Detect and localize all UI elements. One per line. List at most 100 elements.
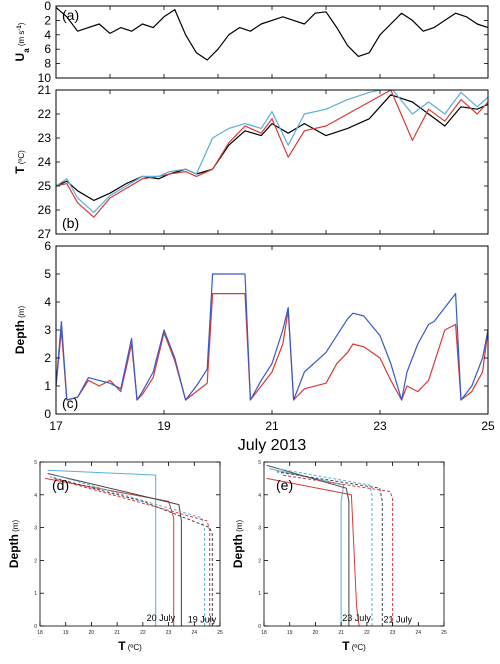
y-axis-label-main: Depth bbox=[231, 534, 245, 568]
y-tick-label: 3 bbox=[44, 323, 51, 337]
x-tick-label: 25 bbox=[441, 630, 447, 636]
series-line-d-2 bbox=[47, 473, 182, 626]
y-tick-label: 3 bbox=[34, 526, 37, 532]
panel-label-e: (e) bbox=[276, 477, 293, 493]
date-annotation: 21 July bbox=[383, 614, 412, 624]
x-tick-label: 20 bbox=[89, 630, 95, 636]
y-tick-label: 5 bbox=[258, 460, 261, 466]
x-tick-label: 23 bbox=[373, 419, 387, 433]
y-axis-label-main: Depth bbox=[7, 534, 21, 568]
date-annotation: 23 July bbox=[342, 613, 371, 623]
x-tick-label: 21 bbox=[265, 419, 279, 433]
y-tick-label: 10 bbox=[38, 71, 52, 85]
x-tick-label: 19 bbox=[157, 419, 171, 433]
y-axis-label-unit: (ºC) bbox=[17, 150, 26, 167]
x-tick-label: 22 bbox=[364, 630, 370, 636]
x-tick-label: 22 bbox=[140, 630, 146, 636]
y-axis-label-b: T (ºC) bbox=[13, 150, 27, 174]
y-tick-label: 4 bbox=[34, 493, 37, 499]
series-line-e-3 bbox=[276, 471, 383, 626]
y-axis-label-unit: (m) bbox=[17, 306, 26, 321]
y-axis-label-main: U bbox=[13, 53, 27, 62]
y-tick-label: 0 bbox=[44, 407, 51, 421]
y-tick-label: 21 bbox=[38, 83, 52, 97]
y-tick-label: 6 bbox=[44, 42, 51, 56]
panel-b: 21 22 23 24 25 26 27 (b) T (ºC) bbox=[13, 83, 489, 241]
x-tick-label: 23 bbox=[166, 630, 172, 636]
panel-label-d: (d) bbox=[52, 477, 69, 493]
y-axis-label-close: ) bbox=[17, 22, 26, 25]
y-tick-label: 23 bbox=[38, 131, 52, 145]
x-tick-label: 21 bbox=[114, 630, 120, 636]
x-axis-title: July 2013 bbox=[238, 437, 307, 454]
y-axis-label-sub: a bbox=[22, 48, 31, 53]
x-tick-label: 23 bbox=[390, 630, 396, 636]
y-tick-label: 2 bbox=[44, 351, 51, 365]
x-axis-label-d: T (ºC) bbox=[118, 639, 142, 653]
x-tick-label: 24 bbox=[192, 630, 198, 636]
y-tick-label: 26 bbox=[38, 203, 52, 217]
date-annotation: 19 July bbox=[188, 614, 217, 624]
y-axis-label-a: Ua (m s-1) bbox=[13, 22, 31, 61]
y-tick-label: 6 bbox=[44, 239, 51, 253]
y-axis-label-exp: -1 bbox=[17, 25, 23, 31]
y-tick-label: 22 bbox=[38, 107, 52, 121]
y-axis-label-unit: (m s bbox=[17, 31, 26, 49]
x-axis-label-unit: (ºC) bbox=[126, 643, 143, 652]
x-tick-label: 18 bbox=[261, 630, 267, 636]
x-tick-label: 25 bbox=[481, 419, 495, 433]
series-line-e-4 bbox=[276, 468, 373, 626]
y-tick-label: 0 bbox=[34, 624, 37, 630]
y-axis-label-d: Depth (m) bbox=[7, 520, 21, 569]
y-axis-label-unit: (m) bbox=[235, 520, 244, 535]
x-tick-label: 18 bbox=[37, 630, 43, 636]
y-tick-label: 2 bbox=[34, 558, 37, 564]
y-axis-label-unit: (m) bbox=[11, 520, 20, 535]
panel-label-b: (b) bbox=[62, 215, 79, 231]
series-line-e-5 bbox=[281, 474, 394, 626]
series-line-d-1 bbox=[45, 477, 175, 626]
series-line-d-5 bbox=[52, 477, 211, 626]
date-annotation: 20 July bbox=[147, 613, 176, 623]
series-line-a-0 bbox=[55, 6, 489, 61]
y-axis-label-c: Depth (m) bbox=[13, 306, 27, 355]
series-line-d-3 bbox=[50, 476, 213, 626]
y-tick-label: 4 bbox=[44, 295, 51, 309]
y-tick-label: 25 bbox=[38, 179, 52, 193]
series-line-b-1 bbox=[56, 90, 488, 218]
plot-frame-d bbox=[39, 461, 221, 627]
series-line-d-0 bbox=[47, 469, 157, 626]
x-tick-label: 21 bbox=[338, 630, 344, 636]
series-line-e-1 bbox=[266, 477, 360, 626]
y-tick-label: 1 bbox=[258, 591, 261, 597]
x-axis-label-main: T bbox=[118, 639, 126, 653]
y-tick-label: 27 bbox=[38, 227, 52, 241]
y-axis-label-e: Depth (m) bbox=[231, 520, 245, 569]
y-tick-label: 2 bbox=[44, 13, 51, 27]
y-axis-label-main: Depth bbox=[13, 320, 27, 354]
y-tick-label: 0 bbox=[258, 624, 261, 630]
series-line-d-4 bbox=[55, 474, 206, 626]
series-line-c-0 bbox=[56, 293, 488, 401]
panel-label-c: (c) bbox=[62, 395, 78, 411]
y-tick-label: 0 bbox=[44, 0, 51, 13]
y-tick-label: 4 bbox=[44, 28, 51, 42]
y-tick-label: 24 bbox=[38, 155, 52, 169]
x-tick-label: 25 bbox=[217, 630, 223, 636]
x-tick-label: 19 bbox=[287, 630, 293, 636]
series-line-b-0 bbox=[56, 94, 488, 201]
y-tick-label: 8 bbox=[44, 57, 51, 71]
series-line-b-2 bbox=[56, 90, 488, 213]
y-tick-label: 3 bbox=[258, 526, 261, 532]
panel-label-a: (a) bbox=[62, 7, 79, 23]
x-axis-label-main: T bbox=[342, 639, 350, 653]
x-axis-label-unit: (ºC) bbox=[350, 643, 367, 652]
y-tick-label: 1 bbox=[34, 591, 37, 597]
plot-frame-a bbox=[55, 5, 489, 79]
x-tick-label: 17 bbox=[49, 419, 63, 433]
series-line-c-1 bbox=[56, 273, 488, 401]
